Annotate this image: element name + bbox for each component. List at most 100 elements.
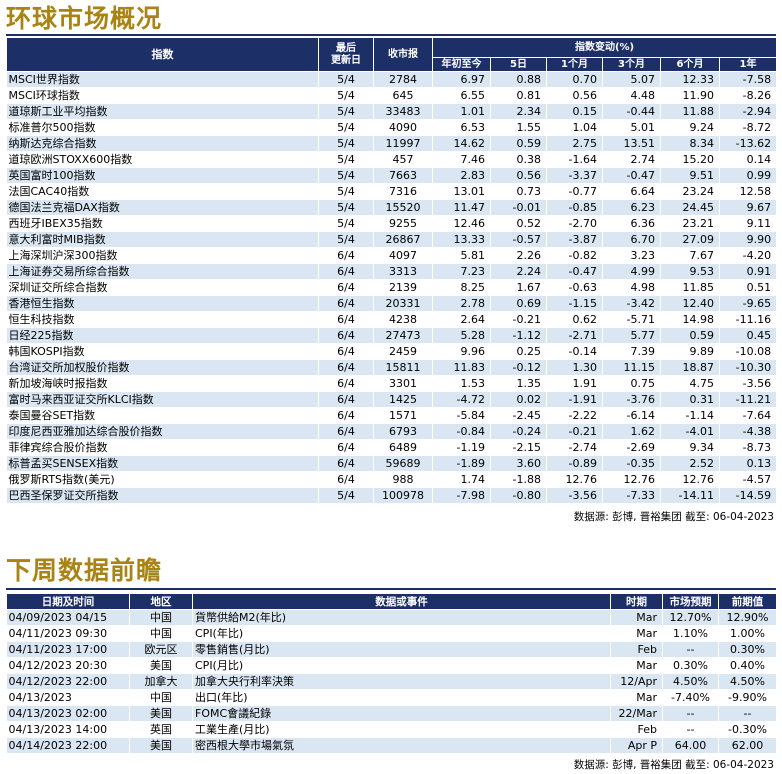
index-name: 富时马来西亚证交所KLCI指数 [6,391,319,408]
event-previous: 0.40% [718,657,777,674]
update-date: 5/4 [318,215,374,232]
index-name: 西班牙IBEX35指数 [6,215,319,232]
change-value: -4.72 [432,391,491,408]
change-value: -3.87 [546,231,603,248]
index-name: 上海证券交易所综合指数 [6,263,319,280]
event-datetime: 04/14/2023 22:00 [6,737,130,754]
change-value: 9.24 [660,119,720,136]
change-value: 4.99 [602,263,661,280]
change-value: 0.56 [546,87,603,104]
change-value: 9.96 [432,343,491,360]
change-value: -0.85 [546,199,603,216]
change-value: 0.14 [719,151,778,168]
event-expected: -- [662,721,719,738]
close-value: 3313 [373,263,433,280]
change-value: -9.65 [719,295,778,312]
change-value: 0.59 [660,327,720,344]
change-value: 4.48 [602,87,661,104]
change-value: 0.15 [546,103,603,120]
close-value: 4238 [373,311,433,328]
event-period: 22/Mar [610,705,663,722]
close-value: 988 [373,471,433,488]
event-previous: 4.50% [718,673,777,690]
update-date: 6/4 [318,375,374,392]
close-value: 645 [373,87,433,104]
change-value: -1.12 [490,327,547,344]
change-value: 13.33 [432,231,491,248]
close-value: 6489 [373,439,433,456]
event-name: 加拿大央行利率決策 [192,673,611,690]
change-value: 1.35 [490,375,547,392]
header-ytd: 年初至今 [432,57,491,72]
change-value: 1.55 [490,119,547,136]
change-value: 0.52 [490,215,547,232]
update-date: 6/4 [318,263,374,280]
index-name: 英国富时100指数 [6,167,319,184]
close-value: 7663 [373,167,433,184]
change-value: -5.71 [602,311,661,328]
table-row: 西班牙IBEX35指数 5/4 9255 12.46 0.52 -2.70 6.36 23.2… [6,215,778,232]
update-date: 5/4 [318,135,374,152]
header-close: 收市报 [373,37,433,72]
event-name: 密西根大學市場氣氛 [192,737,611,754]
close-value: 2459 [373,343,433,360]
change-value: -0.80 [490,487,547,504]
change-value: 12.76 [546,471,603,488]
table-row: 04/13/2023 中国 出口(年比) Mar -7.40% -9.90% [6,689,777,706]
change-value: 2.74 [602,151,661,168]
table-row: 韩国KOSPI指数 6/4 2459 9.96 0.25 -0.14 7.39 9.89 -10… [6,343,778,360]
event-name: CPI(月比) [192,657,611,674]
event-previous: 1.00% [718,625,777,642]
change-value: -3.56 [719,375,778,392]
header-5d: 5日 [490,57,547,72]
change-value: 0.31 [660,391,720,408]
index-name: 韩国KOSPI指数 [6,343,319,360]
change-value: 11.47 [432,199,491,216]
change-value: 18.87 [660,359,720,376]
change-value: -5.84 [432,407,491,424]
event-region: 欧元区 [129,641,193,658]
close-value: 100978 [373,487,433,504]
event-previous: 62.00 [718,737,777,754]
change-value: -0.82 [546,247,603,264]
change-value: 3.60 [490,455,547,472]
table-row: 法国CAC40指数 5/4 7316 13.01 0.73 -0.77 6.64 23.24 1… [6,183,778,200]
change-value: 6.64 [602,183,661,200]
change-value: 9.53 [660,263,720,280]
change-value: 2.24 [490,263,547,280]
event-datetime: 04/13/2023 [6,689,130,706]
table-row: MSCI世界指数 5/4 2784 6.97 0.88 0.70 5.07 12.33 -7.5… [6,71,778,88]
change-value: 2.34 [490,103,547,120]
table-row: 道琼欧洲STOXX600指数 5/4 457 7.46 0.38 -1.64 2.74 15.… [6,151,778,168]
table-row: 富时马来西亚证交所KLCI指数 6/4 1425 -4.72 0.02 -1.91 -3.7… [6,391,778,408]
change-value: -11.16 [719,311,778,328]
event-datetime: 04/13/2023 02:00 [6,705,130,722]
change-value: -1.14 [660,407,720,424]
close-value: 6793 [373,423,433,440]
update-date: 6/4 [318,327,374,344]
change-value: -0.63 [546,279,603,296]
table-row: 04/11/2023 09:30 中国 CPI(年比) Mar 1.10% 1.00% [6,625,777,642]
preview-title: 下周数据前瞻 [6,556,163,585]
change-value: 6.36 [602,215,661,232]
change-value: 0.75 [602,375,661,392]
change-value: -0.47 [546,263,603,280]
update-date: 6/4 [318,295,374,312]
index-name: 印度尼西亚雅加达综合股价指数 [6,423,319,440]
event-expected: 12.70% [662,609,719,626]
event-name: 出口(年比) [192,689,611,706]
close-value: 15811 [373,359,433,376]
change-value: -2.94 [719,103,778,120]
update-date: 6/4 [318,359,374,376]
change-value: 0.99 [719,167,778,184]
close-value: 33483 [373,103,433,120]
event-period: Mar [610,609,663,626]
change-value: -7.58 [719,71,778,88]
change-value: 12.33 [660,71,720,88]
change-value: 11.88 [660,103,720,120]
event-expected: 4.50% [662,673,719,690]
header-expected: 市场预期 [662,593,719,610]
change-value: 11.85 [660,279,720,296]
change-value: -0.77 [546,183,603,200]
change-value: 12.40 [660,295,720,312]
